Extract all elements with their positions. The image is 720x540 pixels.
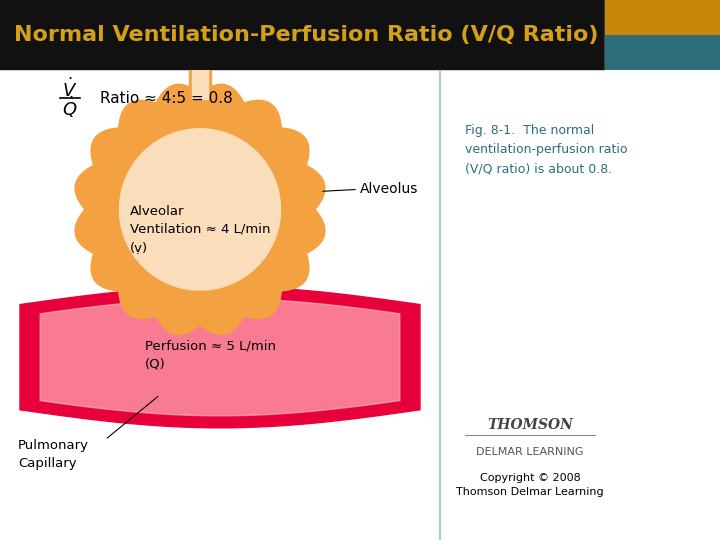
Text: Copyright © 2008
Thomson Delmar Learning: Copyright © 2008 Thomson Delmar Learning [456,473,604,497]
Text: $\dot{V}$: $\dot{V}$ [63,78,78,101]
Text: Alveolus: Alveolus [360,183,418,197]
Bar [605,35,720,70]
Polygon shape [20,287,420,428]
Text: $\dot{Q}$: $\dot{Q}$ [62,94,78,120]
Polygon shape [120,129,281,290]
Text: DELMAR LEARNING: DELMAR LEARNING [476,447,584,457]
Bar [605,0,720,35]
Text: Alveolar
Ventilation ≈ 4 L/min
(ṿ): Alveolar Ventilation ≈ 4 L/min (ṿ) [130,205,271,254]
Polygon shape [40,299,400,416]
Text: Pulmonary
Capillary: Pulmonary Capillary [18,440,89,470]
Text: Normal Ventilation-Perfusion Ratio (V/Q Ratio): Normal Ventilation-Perfusion Ratio (V/Q … [14,25,599,45]
Text: THOMSON: THOMSON [487,418,573,432]
Text: Ratio ≈ 4:5 = 0.8: Ratio ≈ 4:5 = 0.8 [100,91,233,106]
Text: Fig. 8-1.  The normal
ventilation-perfusion ratio
(V/Q ratio) is about 0.8.: Fig. 8-1. The normal ventilation-perfusi… [465,124,628,176]
Polygon shape [75,84,325,335]
FancyBboxPatch shape [0,0,605,70]
Text: Perfusion ≈ 5 L/min
(Q̇): Perfusion ≈ 5 L/min (Q̇) [145,339,276,370]
